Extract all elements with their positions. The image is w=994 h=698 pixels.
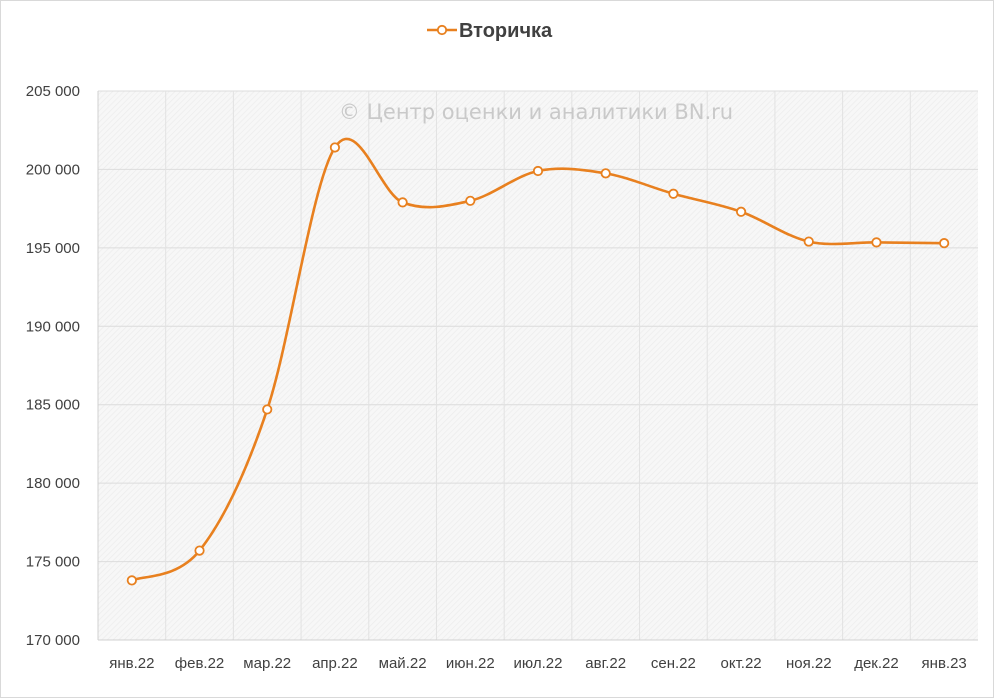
- x-tick-label: фев.22: [175, 655, 225, 672]
- y-axis: 170 000 175 000 180 000 185 000 190 000 195 0…: [26, 83, 80, 649]
- x-tick-label: ноя.22: [786, 655, 832, 672]
- y-tick-label: 200 000: [26, 161, 80, 178]
- x-axis: янв.22 фев.22 мар.22 апр.22 май.22 июн.22 июл.…: [109, 655, 967, 672]
- data-point: [397, 197, 408, 208]
- data-point: [126, 575, 137, 586]
- y-tick-label: 170 000: [26, 632, 80, 649]
- y-tick-label: 180 000: [26, 475, 80, 492]
- series-group: [126, 137, 950, 586]
- plot-area: [98, 91, 978, 640]
- x-tick-label: апр.22: [312, 655, 358, 672]
- data-point: [194, 545, 205, 556]
- x-tick-label: июл.22: [514, 655, 563, 672]
- data-point: [262, 404, 273, 415]
- y-tick-label: 185 000: [26, 397, 80, 414]
- data-point: [939, 238, 950, 249]
- data-point: [532, 165, 544, 177]
- x-tick-label: июн.22: [446, 655, 495, 672]
- data-point: [871, 237, 882, 248]
- y-tick-label: 175 000: [26, 554, 80, 571]
- x-tick-label: окт.22: [721, 655, 762, 672]
- x-tick-label: авг.22: [585, 655, 626, 672]
- legend: Вторичка: [427, 20, 553, 42]
- y-tick-label: 195 000: [26, 240, 80, 257]
- data-point: [803, 236, 814, 247]
- data-point: [668, 188, 679, 199]
- x-tick-label: мар.22: [243, 655, 291, 672]
- series-line: [131, 137, 945, 582]
- x-tick-label: дек.22: [854, 655, 899, 672]
- watermark: © Центр оценки и аналитики BN.ru: [339, 100, 733, 124]
- legend-label: Вторичка: [459, 20, 553, 42]
- x-tick-label: сен.22: [651, 655, 696, 672]
- data-point: [735, 206, 747, 217]
- y-tick-label: 205 000: [26, 83, 80, 100]
- y-tick-label: 190 000: [26, 318, 80, 335]
- legend-point-marker: [436, 24, 448, 36]
- data-point: [465, 195, 476, 206]
- x-tick-label: май.22: [379, 655, 427, 672]
- data-point: [329, 142, 341, 153]
- x-tick-label: янв.22: [109, 655, 154, 672]
- data-point: [600, 168, 611, 179]
- x-tick-label: янв.23: [922, 655, 967, 672]
